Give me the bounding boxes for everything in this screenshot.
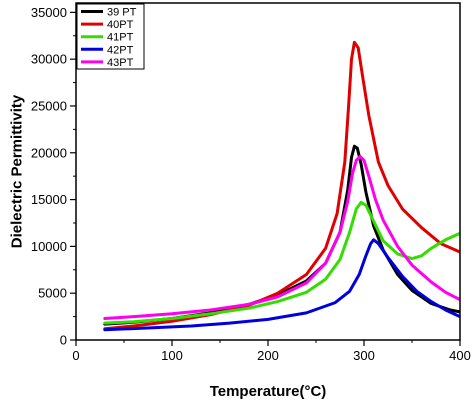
legend-label: 40PT: [107, 19, 134, 31]
y-tick-label: 0: [60, 333, 67, 348]
series-line-1: [103, 144, 460, 326]
y-tick-label: 35000: [31, 5, 67, 20]
y-tick-label: 5000: [38, 286, 67, 301]
x-tick-label: 300: [353, 348, 375, 363]
y-tick-label: 20000: [31, 145, 67, 160]
series-line-4: [103, 238, 460, 332]
y-tick-label: 25000: [31, 98, 67, 113]
x-axis-title: Temperature(°C): [210, 383, 327, 400]
y-tick-label: 10000: [31, 239, 67, 254]
ticks-layer: 0 100 200 300 400 0 5000 10000 15000 20000 25000 30…: [31, 5, 471, 363]
series-line-5: [103, 155, 460, 320]
y-tick-label: 15000: [31, 192, 67, 207]
y-tick-label: 30000: [31, 52, 67, 67]
legend-label: 43PT: [107, 57, 134, 69]
x-tick-label: 0: [72, 348, 79, 363]
legend-label: 39 PT: [107, 7, 137, 19]
y-axis-title: Dielectric Permittivity: [8, 94, 25, 248]
x-tick-label: 100: [161, 348, 183, 363]
series-layer: [103, 40, 460, 332]
series-line-3: [103, 200, 460, 325]
legend-label: 42PT: [107, 44, 134, 56]
legend-label: 41PT: [107, 32, 134, 44]
x-tick-label: 200: [257, 348, 279, 363]
x-tick-label: 400: [449, 348, 471, 363]
